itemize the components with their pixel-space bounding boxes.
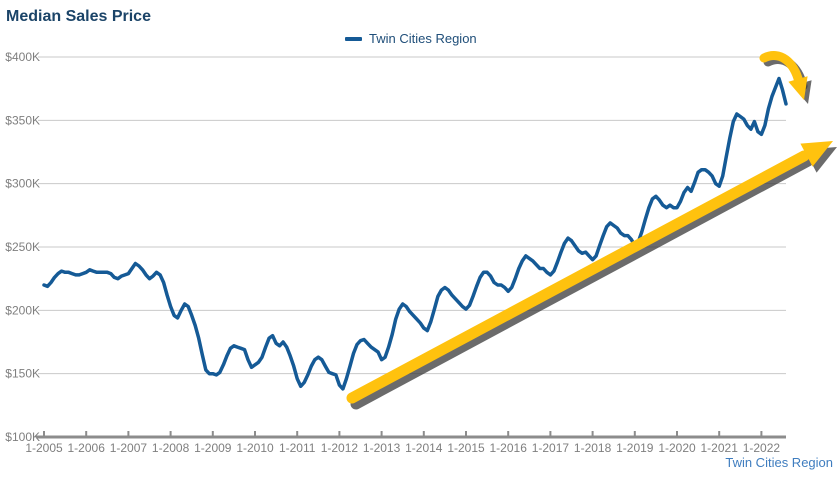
x-axis-label: 1-2013	[363, 441, 401, 455]
legend-item-twin-cities[interactable]: Twin Cities Region	[345, 31, 477, 46]
upward-trend-arrow-icon	[800, 141, 833, 167]
x-axis-label: 1-2009	[194, 441, 232, 455]
y-axis-label: $350K	[5, 113, 40, 127]
legend-label: Twin Cities Region	[369, 31, 477, 46]
x-axis-label: 1-2011	[279, 441, 316, 455]
recent-decline-arrow-icon	[759, 51, 804, 87]
x-axis-label: 1-2022	[743, 441, 781, 455]
series-line-twin-cities-region	[42, 76, 788, 391]
x-axis-label: 1-2006	[68, 441, 106, 455]
series-line-swatch-icon	[345, 36, 362, 41]
x-axis-label: 1-2005	[25, 441, 63, 455]
upward-trend-arrow-shadow	[350, 155, 814, 410]
x-axis-label: 1-2018	[574, 441, 612, 455]
y-axis-label: $200K	[5, 303, 40, 317]
y-axis-label: $300K	[5, 177, 40, 191]
x-axis-label: 1-2012	[321, 441, 359, 455]
x-axis-label: 1-2008	[152, 441, 190, 455]
y-axis-label: $150K	[5, 367, 40, 381]
x-axis-label: 1-2015	[447, 441, 485, 455]
region-footer-link[interactable]: Twin Cities Region	[725, 455, 833, 470]
x-axis-label: 1-2019	[616, 441, 654, 455]
recent-decline-arrow-icon	[788, 76, 808, 100]
x-axis-label: 1-2014	[405, 441, 443, 455]
x-axis-label: 1-2007	[110, 441, 148, 455]
x-axis-label: 1-2016	[490, 441, 528, 455]
x-axis-label: 1-2017	[532, 441, 570, 455]
x-axis-label: 1-2021	[701, 441, 739, 455]
y-axis-label: $250K	[5, 240, 40, 254]
page-title: Median Sales Price	[6, 8, 151, 25]
y-axis-label: $100K	[5, 430, 40, 444]
upward-trend-arrow-icon	[346, 150, 810, 404]
x-axis-label: 1-2010	[236, 441, 274, 455]
x-axis-label: 1-2020	[658, 441, 696, 455]
y-axis-label: $400K	[5, 50, 40, 64]
